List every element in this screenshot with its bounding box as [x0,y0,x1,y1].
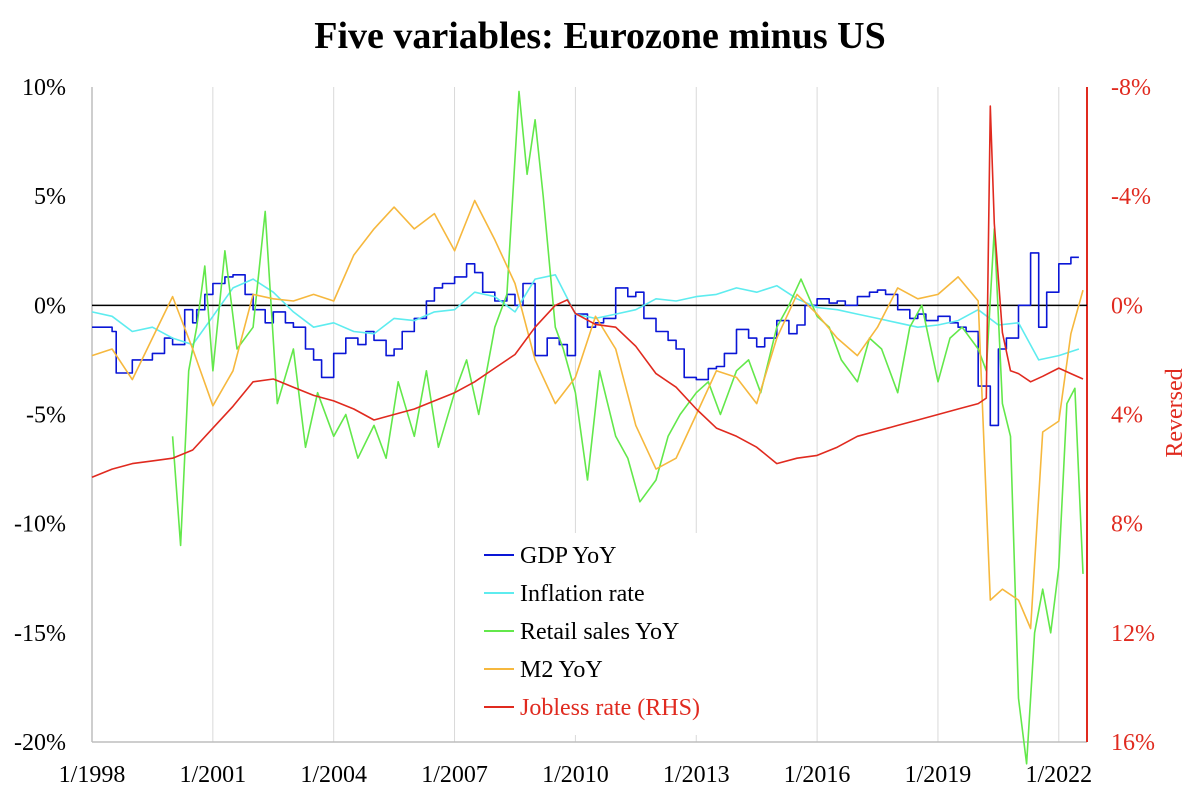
y-tick-label-left: 0% [34,293,66,319]
legend-label: GDP YoY [520,543,617,569]
y-tick-label-right: -8% [1111,75,1151,101]
y-tick-label-right: 0% [1111,293,1143,319]
y-tick-label-left: -10% [14,512,66,538]
legend-label: Inflation rate [520,581,645,607]
series-lines [91,90,1084,765]
series-line-jobless-rate-rhs [91,105,1084,479]
x-tick-label: 1/2007 [421,762,488,788]
x-tick-label: 1/2013 [663,762,730,788]
y-tick-label-left: -5% [26,403,66,429]
y-tick-label-left: 5% [34,184,66,210]
x-tick-label: 1/2022 [1025,762,1092,788]
y-tick-label-left: -20% [14,730,66,756]
right-axis-label: Reversed [1162,368,1188,457]
legend-box [476,533,736,735]
x-tick-label: 1/2010 [542,762,609,788]
axis-tick-labels: 10% 5% 0% -5% -10% -15% -20% -8% -4% 0% 4% 8% 12% 16%… [14,75,1155,788]
y-tick-label-right: -4% [1111,184,1151,210]
series-line-gdp-yoy [92,252,1079,427]
vertical-gridlines [212,87,1060,742]
y-tick-label-right: 4% [1111,403,1143,429]
y-tick-label-left: -15% [14,621,66,647]
x-tick-label: 1/2016 [784,762,851,788]
legend-label: Retail sales YoY [520,619,679,645]
x-tick-label: 1/2001 [180,762,247,788]
legend-label: M2 YoY [520,657,603,683]
chart-title: Five variables: Eurozone minus US [314,15,886,57]
legend-label: Jobless rate (RHS) [520,695,700,721]
y-tick-label-right: 8% [1111,512,1143,538]
series-line-m2-yoy [91,199,1084,630]
y-tick-label-right: 12% [1111,621,1155,647]
chart-legend: GDP YoY Inflation rate Retail sales YoY M2 … [476,533,736,735]
y-tick-label-left: 10% [22,75,66,101]
x-tick-label: 1/2004 [300,762,367,788]
x-tick-label: 1/1998 [59,762,126,788]
y-tick-label-right: 16% [1111,730,1155,756]
x-tick-label: 1/2019 [905,762,972,788]
series-line-inflation-rate [91,274,1080,361]
